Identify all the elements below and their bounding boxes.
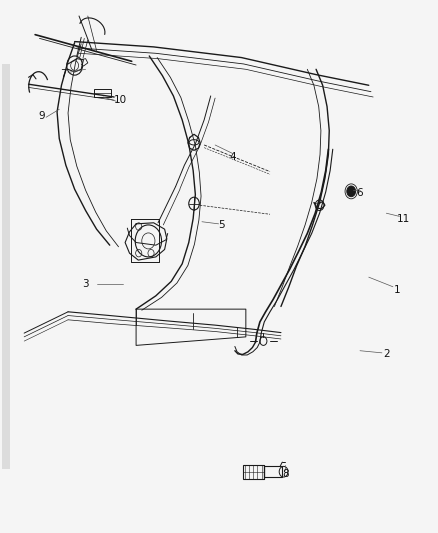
Circle shape <box>346 186 355 197</box>
Text: 6: 6 <box>356 188 363 198</box>
Text: 1: 1 <box>393 286 400 295</box>
Bar <box>94 89 111 97</box>
Text: 10: 10 <box>114 95 127 105</box>
Bar <box>242 465 263 479</box>
Text: 2: 2 <box>382 350 389 359</box>
Text: 11: 11 <box>396 214 410 223</box>
Text: 4: 4 <box>229 152 236 162</box>
Text: 8: 8 <box>281 470 288 479</box>
Text: 3: 3 <box>82 279 89 288</box>
Text: 7: 7 <box>60 69 67 78</box>
Bar <box>263 466 282 477</box>
Bar <box>2 64 10 469</box>
Text: 5: 5 <box>218 220 225 230</box>
Text: 9: 9 <box>38 111 45 121</box>
